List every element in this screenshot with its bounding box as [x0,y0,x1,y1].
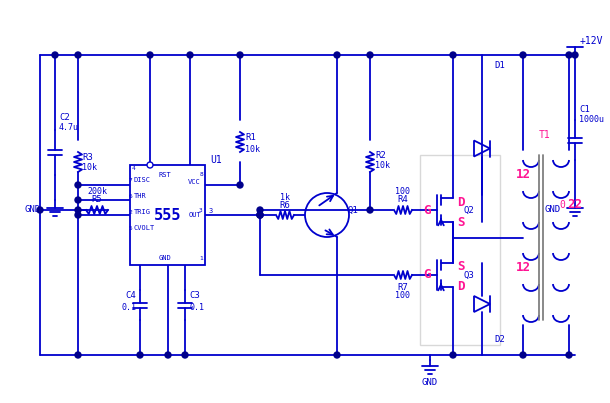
Text: U1: U1 [210,155,222,165]
Circle shape [257,212,263,218]
Text: R4: R4 [398,195,408,204]
Circle shape [137,352,143,358]
Text: 10k: 10k [375,160,390,170]
Text: Q1: Q1 [347,206,357,214]
Text: 3: 3 [199,208,203,212]
Text: R6: R6 [279,201,290,210]
Text: 2: 2 [128,210,132,214]
Circle shape [305,193,349,237]
Circle shape [75,182,81,188]
Text: C3: C3 [189,291,199,299]
Text: 5: 5 [128,226,132,231]
Circle shape [147,162,153,168]
Circle shape [257,212,263,218]
Text: D: D [457,195,464,208]
Text: CVOLT: CVOLT [134,225,156,231]
Circle shape [52,52,58,58]
Circle shape [237,182,243,188]
Circle shape [75,52,81,58]
Circle shape [367,52,373,58]
Text: +12V: +12V [580,36,603,46]
Text: RST: RST [159,172,171,178]
Text: 100: 100 [395,187,411,197]
Text: 10k: 10k [82,164,97,172]
Text: TRIG: TRIG [134,209,151,215]
Text: D1: D1 [494,60,504,69]
Text: G: G [423,204,431,216]
Text: C2: C2 [59,114,70,123]
Text: 10k: 10k [245,145,260,154]
Circle shape [566,52,572,58]
Text: 1k: 1k [280,193,290,202]
Text: D2: D2 [494,336,504,345]
Text: DISC: DISC [134,177,151,183]
Circle shape [257,207,263,213]
Circle shape [75,207,81,213]
Circle shape [37,207,43,213]
Circle shape [572,52,578,58]
Circle shape [147,52,153,58]
Text: 555: 555 [154,208,181,222]
Text: R7: R7 [398,283,408,291]
Circle shape [566,352,572,358]
Circle shape [450,352,456,358]
Text: S: S [457,216,464,229]
Text: C1: C1 [579,106,590,114]
Text: GND: GND [422,378,438,387]
Text: 100: 100 [395,291,411,299]
Circle shape [520,52,526,58]
Text: THR: THR [134,193,147,199]
Text: T1: T1 [539,130,551,140]
Text: R3: R3 [82,154,93,162]
Text: OUT: OUT [188,212,201,218]
Text: 12: 12 [515,261,531,274]
Text: Q3: Q3 [463,270,474,280]
Circle shape [75,197,81,203]
Text: 0.1: 0.1 [121,303,136,312]
Circle shape [257,212,263,218]
Text: Q2: Q2 [463,206,474,214]
Circle shape [334,52,340,58]
Circle shape [187,52,193,58]
Text: 8: 8 [199,172,203,177]
Text: GND: GND [545,206,561,214]
Text: 22: 22 [567,199,583,212]
Bar [420,155,500,345]
Circle shape [237,52,243,58]
Text: GND: GND [159,255,171,261]
Circle shape [334,352,340,358]
Text: R1: R1 [245,133,256,143]
Text: G: G [423,268,431,282]
Circle shape [182,352,188,358]
Text: 200k: 200k [87,187,107,197]
Text: 1000u: 1000u [579,116,604,125]
Text: C4: C4 [125,291,136,299]
Text: R2: R2 [375,150,386,160]
Circle shape [367,207,373,213]
Text: S: S [457,260,464,274]
Circle shape [75,212,81,218]
Text: 7: 7 [128,177,132,183]
Text: R5: R5 [92,195,102,204]
Text: 0.1: 0.1 [189,303,204,312]
Text: 4.7u: 4.7u [59,123,79,133]
Text: 1: 1 [199,256,203,260]
Text: 3: 3 [209,208,214,214]
Circle shape [75,352,81,358]
Bar [130,165,205,265]
Circle shape [520,352,526,358]
Text: GND: GND [25,206,41,214]
Text: D: D [457,280,464,293]
Text: 4: 4 [132,166,136,170]
Text: 0: 0 [559,200,565,210]
Circle shape [450,52,456,58]
Text: 6: 6 [128,193,132,199]
Text: 12: 12 [515,168,531,181]
Text: VCC: VCC [188,179,201,185]
Circle shape [165,352,171,358]
